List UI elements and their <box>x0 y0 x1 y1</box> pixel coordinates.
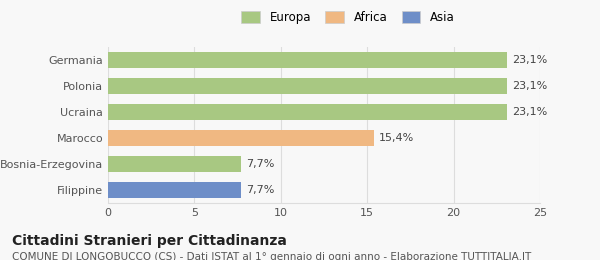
Bar <box>108 156 241 172</box>
Legend: Europa, Africa, Asia: Europa, Africa, Asia <box>239 9 457 26</box>
Bar <box>108 182 241 198</box>
Bar <box>108 52 507 68</box>
Text: 15,4%: 15,4% <box>379 133 415 143</box>
Text: COMUNE DI LONGOBUCCO (CS) - Dati ISTAT al 1° gennaio di ogni anno - Elaborazione: COMUNE DI LONGOBUCCO (CS) - Dati ISTAT a… <box>12 252 531 260</box>
Text: 23,1%: 23,1% <box>512 107 548 117</box>
Text: 7,7%: 7,7% <box>246 185 275 195</box>
Bar <box>108 130 374 146</box>
Text: 23,1%: 23,1% <box>512 81 548 91</box>
Text: Cittadini Stranieri per Cittadinanza: Cittadini Stranieri per Cittadinanza <box>12 234 287 248</box>
Bar <box>108 104 507 120</box>
Text: 23,1%: 23,1% <box>512 55 548 65</box>
Text: 7,7%: 7,7% <box>246 159 275 169</box>
Bar <box>108 78 507 94</box>
